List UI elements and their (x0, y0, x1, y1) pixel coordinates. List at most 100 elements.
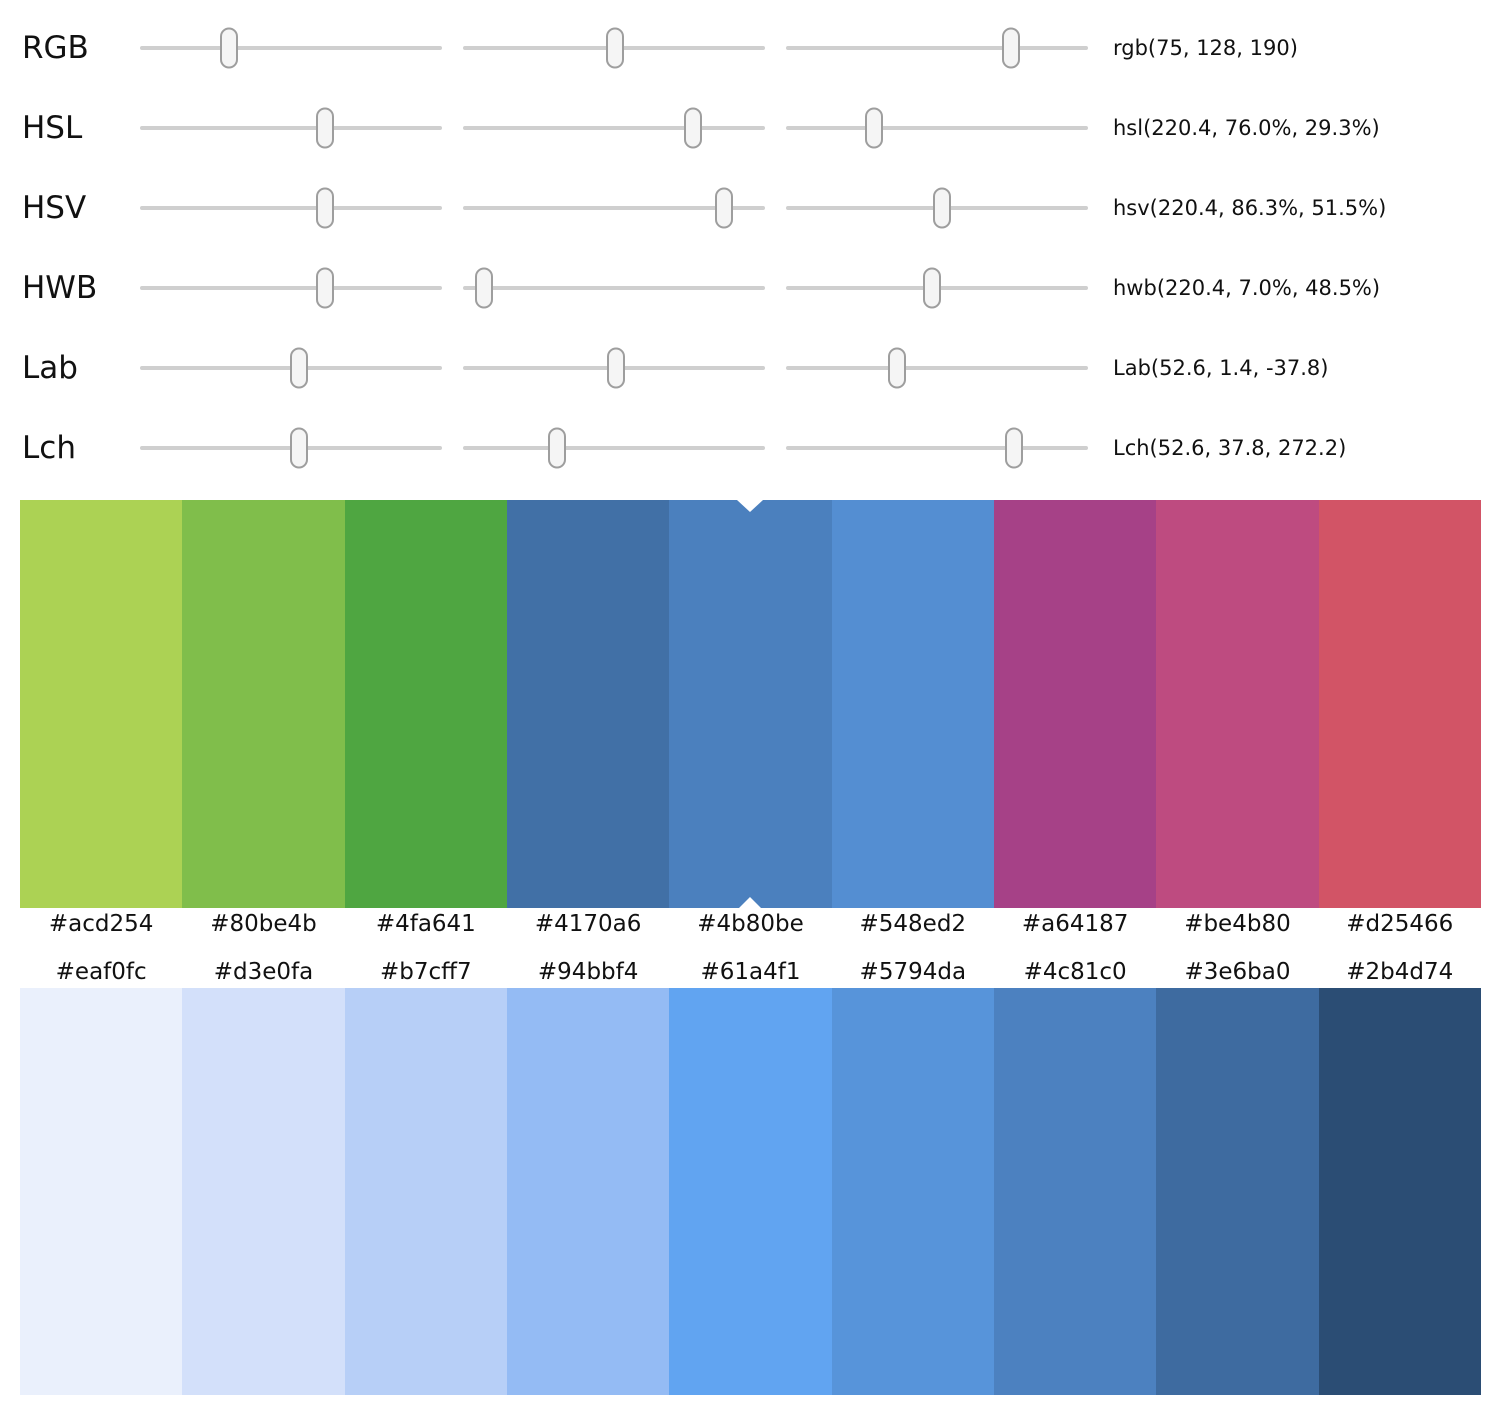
hwb-slider-track-1[interactable] (140, 267, 442, 309)
lab-slider-track-3[interactable] (786, 347, 1088, 389)
slider-row-rgb: RGB rgb(75, 128, 190) (0, 8, 1501, 88)
tone-swatch-5[interactable] (831, 988, 994, 1395)
lch-slider-thumb-1[interactable] (289, 427, 308, 469)
hsl-slider-thumb-2[interactable] (683, 107, 702, 149)
tone-swatch-6[interactable] (993, 988, 1157, 1395)
hwb-slider-track-2[interactable] (463, 267, 765, 309)
hwb-slider-tracks (140, 267, 1088, 309)
tone-swatch-0[interactable] (20, 988, 183, 1395)
tone-swatch-3[interactable] (506, 988, 670, 1395)
hsl-slider-thumb-3[interactable] (865, 107, 884, 149)
tone-hex-label-row: #eaf0fc #d3e0fa #b7cff7 #94bbf4 #61a4f1 #5794… (20, 956, 1481, 988)
hue-hex-label-6: #a64187 (1021, 911, 1129, 937)
rgb-slider-thumb-3[interactable] (1001, 27, 1020, 69)
tone-hex-label-4: #61a4f1 (700, 959, 801, 985)
hsl-slider-track-1[interactable] (140, 107, 442, 149)
slider-row-hwb: HWB hwb(220.4, 7.0%, 48.5%) (0, 248, 1501, 328)
hsv-slider-track-2[interactable] (463, 187, 765, 229)
slider-row-label-hsl: HSL (22, 109, 83, 146)
tone-hex-label-5: #5794da (859, 959, 967, 985)
rgb-slider-thumb-1[interactable] (219, 27, 238, 69)
hue-swatch-2[interactable] (344, 500, 507, 908)
tone-swatch-8[interactable] (1318, 988, 1481, 1395)
slider-row-label-hwb: HWB (22, 269, 98, 306)
slider-row-label-rgb: RGB (22, 29, 89, 66)
tone-palette (20, 988, 1481, 1395)
rgb-slider-track-2[interactable] (463, 27, 765, 69)
tone-hex-label-3: #94bbf4 (537, 959, 639, 985)
hue-swatch-3[interactable] (506, 500, 670, 908)
lab-slider-thumb-1[interactable] (289, 347, 308, 389)
color-value-hsv: hsv(220.4, 86.3%, 51.5%) (1113, 196, 1387, 220)
lch-slider-track-1[interactable] (140, 427, 442, 469)
hue-swatch-7[interactable] (1156, 500, 1319, 908)
tone-swatch-7[interactable] (1156, 988, 1319, 1395)
hue-palette (20, 500, 1481, 908)
color-value-hwb: hwb(220.4, 7.0%, 48.5%) (1113, 276, 1381, 300)
tone-hex-label-2: #b7cff7 (380, 959, 472, 985)
hsv-slider-thumb-2[interactable] (714, 187, 733, 229)
hue-hex-label-5: #548ed2 (859, 911, 967, 937)
tone-swatch-4[interactable] (669, 988, 832, 1395)
hwb-slider-thumb-3[interactable] (923, 267, 942, 309)
slider-row-lch: Lch Lch(52.6, 37.8, 272.2) (0, 408, 1501, 488)
color-value-hsl: hsl(220.4, 76.0%, 29.3%) (1113, 116, 1380, 140)
tone-swatch-1[interactable] (182, 988, 345, 1395)
hue-swatch-1[interactable] (182, 500, 345, 908)
hsv-slider-track-1[interactable] (140, 187, 442, 229)
slider-row-hsv: HSV hsv(220.4, 86.3%, 51.5%) (0, 168, 1501, 248)
slider-row-hsl: HSL hsl(220.4, 76.0%, 29.3%) (0, 88, 1501, 168)
hue-hex-label-3: #4170a6 (534, 911, 642, 937)
tone-swatch-2[interactable] (344, 988, 507, 1395)
hsl-slider-track-3[interactable] (786, 107, 1088, 149)
lch-slider-track-3[interactable] (786, 427, 1088, 469)
rgb-slider-thumb-2[interactable] (605, 27, 624, 69)
hue-swatch-6[interactable] (993, 500, 1157, 908)
hue-swatch-5[interactable] (831, 500, 994, 908)
tone-hex-label-0: #eaf0fc (55, 959, 147, 985)
hsv-slider-thumb-3[interactable] (932, 187, 951, 229)
slider-row-lab: Lab Lab(52.6, 1.4, -37.8) (0, 328, 1501, 408)
lch-slider-thumb-2[interactable] (547, 427, 566, 469)
lch-slider-thumb-3[interactable] (1005, 427, 1024, 469)
hwb-slider-thumb-2[interactable] (475, 267, 494, 309)
hue-swatch-8[interactable] (1318, 500, 1481, 908)
color-value-lch: Lch(52.6, 37.8, 272.2) (1113, 436, 1347, 460)
hue-hex-label-7: #be4b80 (1184, 911, 1291, 937)
hwb-slider-thumb-1[interactable] (315, 267, 334, 309)
lch-slider-track-2[interactable] (463, 427, 765, 469)
hsv-slider-tracks (140, 187, 1088, 229)
hsv-slider-thumb-1[interactable] (315, 187, 334, 229)
hue-hex-label-4: #4b80be (697, 911, 804, 937)
tone-hex-label-1: #d3e0fa (213, 959, 314, 985)
hsl-slider-tracks (140, 107, 1088, 149)
slider-row-label-lch: Lch (22, 429, 76, 466)
hue-hex-label-8: #d25466 (1346, 911, 1454, 937)
hsl-slider-track-2[interactable] (463, 107, 765, 149)
rgb-slider-track-3[interactable] (786, 27, 1088, 69)
hsv-slider-track-3[interactable] (786, 187, 1088, 229)
lab-slider-thumb-2[interactable] (607, 347, 626, 389)
slider-row-label-lab: Lab (22, 349, 78, 386)
hue-hex-label-0: #acd254 (48, 911, 154, 937)
hwb-slider-track-3[interactable] (786, 267, 1088, 309)
tone-hex-label-8: #2b4d74 (1346, 959, 1454, 985)
rgb-slider-track-1[interactable] (140, 27, 442, 69)
tone-hex-label-6: #4c81c0 (1023, 959, 1127, 985)
lab-slider-track-2[interactable] (463, 347, 765, 389)
lch-slider-tracks (140, 427, 1088, 469)
lab-slider-track-1[interactable] (140, 347, 442, 389)
color-value-rgb: rgb(75, 128, 190) (1113, 36, 1298, 60)
lab-slider-thumb-3[interactable] (887, 347, 906, 389)
hue-hex-label-row: #acd254 #80be4b #4fa641 #4170a6 #4b80be #548e… (20, 908, 1481, 940)
slider-row-label-hsv: HSV (22, 189, 87, 226)
hsl-slider-thumb-1[interactable] (315, 107, 334, 149)
lab-slider-tracks (140, 347, 1088, 389)
rgb-slider-tracks (140, 27, 1088, 69)
hue-hex-label-1: #80be4b (210, 911, 317, 937)
hue-swatch-0[interactable] (20, 500, 183, 908)
tone-hex-label-7: #3e6ba0 (1184, 959, 1291, 985)
hue-swatch-4[interactable] (669, 500, 832, 908)
selected-swatch-top-marker-icon (737, 500, 764, 512)
